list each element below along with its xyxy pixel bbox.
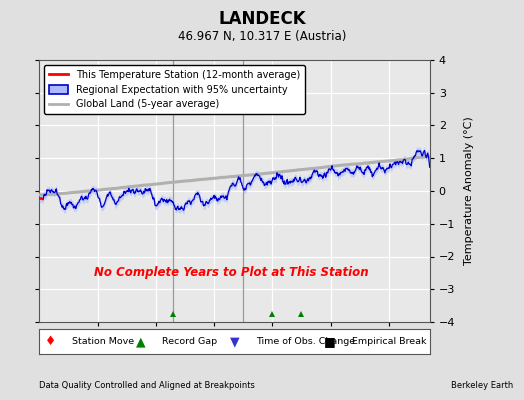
Y-axis label: Temperature Anomaly (°C): Temperature Anomaly (°C) <box>464 117 474 265</box>
Text: ▲: ▲ <box>136 335 146 348</box>
Text: ♦: ♦ <box>46 335 57 348</box>
Text: Station Move: Station Move <box>72 337 135 346</box>
Text: No Complete Years to Plot at This Station: No Complete Years to Plot at This Statio… <box>94 266 369 279</box>
Text: Empirical Break: Empirical Break <box>352 337 426 346</box>
Text: Time of Obs. Change: Time of Obs. Change <box>256 337 355 346</box>
Text: ■: ■ <box>324 335 336 348</box>
Text: LANDECK: LANDECK <box>218 10 306 28</box>
Text: Berkeley Earth: Berkeley Earth <box>451 381 514 390</box>
Text: Record Gap: Record Gap <box>162 337 217 346</box>
Text: Data Quality Controlled and Aligned at Breakpoints: Data Quality Controlled and Aligned at B… <box>39 381 255 390</box>
Text: ▼: ▼ <box>230 335 239 348</box>
Legend: This Temperature Station (12-month average), Regional Expectation with 95% uncer: This Temperature Station (12-month avera… <box>44 65 305 114</box>
Text: 46.967 N, 10.317 E (Austria): 46.967 N, 10.317 E (Austria) <box>178 30 346 43</box>
